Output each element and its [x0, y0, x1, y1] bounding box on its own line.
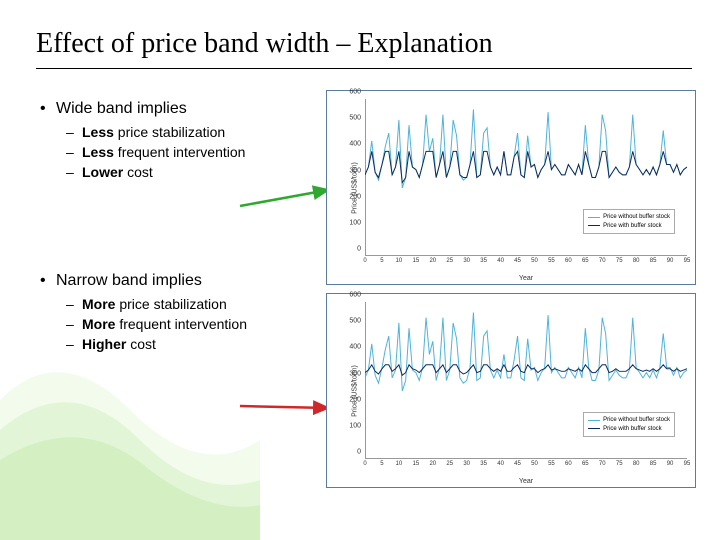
- slide: Effect of price band width – Explanation…: [0, 0, 720, 540]
- arrow-green: [238, 184, 338, 214]
- arrow-red: [238, 394, 338, 420]
- bullet-wide-heading: •Wide band implies: [40, 100, 320, 118]
- chart2-plot: Price without buffer stock Price with bu…: [365, 302, 687, 459]
- chart1-legend: Price without buffer stock Price with bu…: [583, 209, 675, 234]
- bullet-wide-item-3: –Lower cost: [66, 164, 320, 180]
- text-content: •Wide band implies –Less price stabiliza…: [40, 100, 320, 356]
- bullet-narrow-heading: •Narrow band implies: [40, 272, 320, 290]
- bullet-wide-item-2: –Less frequent intervention: [66, 144, 320, 160]
- chart1-xaxis: Year 05101520253035404550556065707580859…: [365, 256, 687, 284]
- block-wide: •Wide band implies –Less price stabiliza…: [40, 100, 320, 180]
- chart1-plot: Price without buffer stock Price with bu…: [365, 99, 687, 256]
- chart2-xaxis: Year 05101520253035404550556065707580859…: [365, 459, 687, 487]
- chart-narrow-band: Price (US$/tonn) 0100200300400500600 Pri…: [326, 293, 696, 488]
- chart1-xlabel: Year: [519, 275, 533, 282]
- title-underline: [36, 68, 692, 69]
- bullet-wide-item-1: –Less price stabilization: [66, 124, 320, 140]
- chart1-yaxis: 0100200300400500600: [327, 99, 365, 256]
- chart2-xlabel: Year: [519, 478, 533, 485]
- chart-wide-band: Price (US$/tonn) 0100200300400500600 Pri…: [326, 90, 696, 285]
- bullet-narrow-item-3: –Higher cost: [66, 336, 320, 352]
- bullet-narrow-item-1: –More price stabilization: [66, 296, 320, 312]
- charts-container: Price (US$/tonn) 0100200300400500600 Pri…: [326, 90, 696, 496]
- chart2-legend: Price without buffer stock Price with bu…: [583, 412, 675, 437]
- bullet-narrow-item-2: –More frequent intervention: [66, 316, 320, 332]
- slide-title: Effect of price band width – Explanation: [36, 28, 493, 60]
- block-narrow: •Narrow band implies –More price stabili…: [40, 272, 320, 352]
- chart2-yaxis: 0100200300400500600: [327, 302, 365, 459]
